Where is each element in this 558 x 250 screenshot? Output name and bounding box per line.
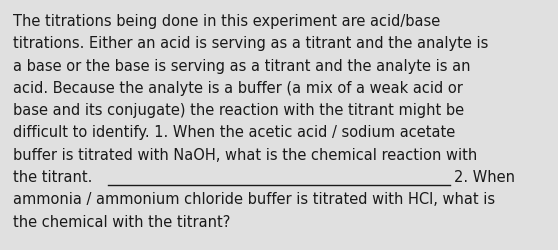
Text: The titrations being done in this experiment are acid/base: The titrations being done in this experi… [13, 14, 440, 29]
Text: ammonia / ammonium chloride buffer is titrated with HCl, what is: ammonia / ammonium chloride buffer is ti… [13, 192, 495, 206]
Text: the chemical with the titrant?: the chemical with the titrant? [13, 214, 230, 229]
Text: acid. Because the analyte is a buffer (a mix of a weak acid or: acid. Because the analyte is a buffer (a… [13, 80, 463, 96]
Text: base and its conjugate) the reaction with the titrant might be: base and its conjugate) the reaction wit… [13, 103, 464, 118]
Text: a base or the base is serving as a titrant and the analyte is an: a base or the base is serving as a titra… [13, 58, 470, 73]
Text: difficult to identify. 1. When the acetic acid / sodium acetate: difficult to identify. 1. When the aceti… [13, 125, 455, 140]
Text: buffer is titrated with NaOH, what is the chemical reaction with: buffer is titrated with NaOH, what is th… [13, 147, 477, 162]
Text: 2. When: 2. When [454, 170, 515, 184]
Text: titrations. Either an acid is serving as a titrant and the analyte is: titrations. Either an acid is serving as… [13, 36, 488, 51]
Text: the titrant.: the titrant. [13, 170, 97, 184]
